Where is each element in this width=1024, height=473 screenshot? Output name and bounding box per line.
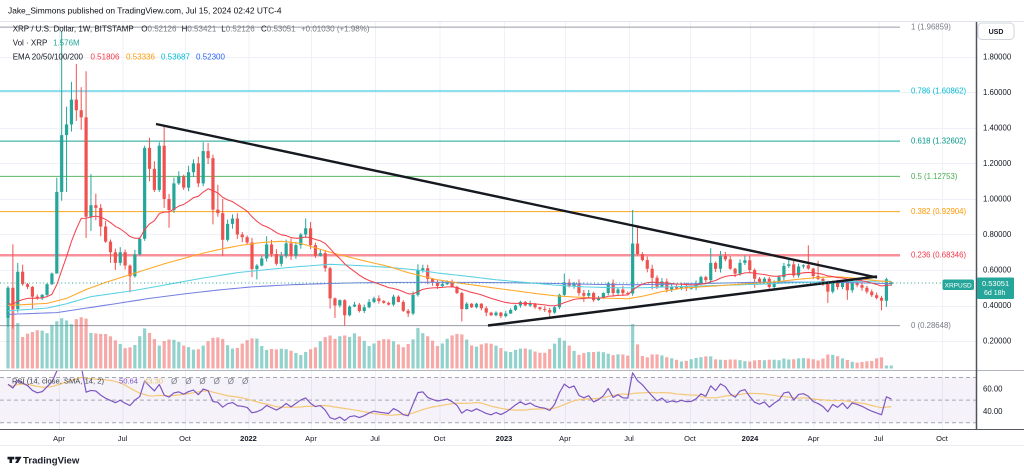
svg-text:XRP / U.S. Dollar, 1W, BITSTAM: XRP / U.S. Dollar, 1W, BITSTAMP O0.52126 H… (13, 25, 370, 34)
svg-text:XRPUSD: XRPUSD (945, 283, 972, 290)
svg-text:0.60000: 0.60000 (983, 266, 1012, 275)
svg-text:Ø: Ø (242, 377, 248, 386)
svg-text:Ø: Ø (214, 377, 220, 386)
svg-text:2023: 2023 (496, 434, 513, 443)
svg-text:0.20000: 0.20000 (983, 337, 1012, 346)
svg-text:1 (1.96859): 1 (1.96859) (911, 23, 951, 32)
svg-text:USD: USD (989, 29, 1004, 36)
svg-text:0.236 (0.68346): 0.236 (0.68346) (911, 251, 966, 260)
svg-text:0 (0.28648): 0 (0.28648) (911, 321, 951, 330)
svg-text:6d 18h: 6d 18h (984, 290, 1006, 297)
svg-text:1.60000: 1.60000 (983, 88, 1012, 97)
svg-text:0.5 (1.12753): 0.5 (1.12753) (911, 172, 958, 181)
svg-text:Vol · XRP 1.576M: Vol · XRP 1.576M (13, 39, 80, 48)
svg-text:Oct: Oct (936, 434, 949, 443)
svg-text:Ø: Ø (228, 377, 234, 386)
svg-text:40.00: 40.00 (983, 407, 1003, 416)
svg-text:Jake_Simmons published on Trad: Jake_Simmons published on TradingView.co… (8, 6, 282, 16)
svg-text:Oct: Oct (434, 434, 447, 443)
svg-text:Ø: Ø (171, 377, 177, 386)
svg-text:Oct: Oct (684, 434, 697, 443)
svg-text:Apr: Apr (559, 434, 571, 443)
svg-text:0.80000: 0.80000 (983, 230, 1012, 239)
svg-text:Apr: Apr (305, 434, 317, 443)
svg-text:TradingView: TradingView (23, 455, 80, 466)
svg-text:1.20000: 1.20000 (983, 159, 1012, 168)
svg-text:0.40000: 0.40000 (983, 301, 1012, 310)
svg-text:0.618 (1.32602): 0.618 (1.32602) (911, 137, 966, 146)
svg-text:Ø: Ø (185, 377, 191, 386)
svg-text:Jul: Jul (118, 434, 128, 443)
svg-text:Oct: Oct (179, 434, 192, 443)
svg-text:Jul: Jul (370, 434, 380, 443)
svg-text:1.80000: 1.80000 (983, 53, 1012, 62)
svg-text:0.382 (0.92904): 0.382 (0.92904) (911, 207, 966, 216)
svg-text:Apr: Apr (53, 434, 65, 443)
svg-text:2024: 2024 (742, 434, 760, 443)
svg-text:60.00: 60.00 (983, 385, 1003, 394)
svg-text:2022: 2022 (240, 434, 257, 443)
svg-text:0.786 (1.60862): 0.786 (1.60862) (911, 87, 966, 96)
svg-text:Apr: Apr (808, 434, 820, 443)
svg-text:Ø: Ø (199, 377, 205, 386)
svg-text:0.53051: 0.53051 (982, 279, 1009, 288)
svg-text:1.00000: 1.00000 (983, 195, 1012, 204)
svg-text:RSI (14, close, SMA, 14, 2)50.: RSI (14, close, SMA, 14, 2) 50.64 43.30 (12, 377, 163, 386)
svg-text:1.40000: 1.40000 (983, 124, 1012, 133)
svg-text:Jul: Jul (874, 434, 884, 443)
svg-text:Jul: Jul (624, 434, 634, 443)
